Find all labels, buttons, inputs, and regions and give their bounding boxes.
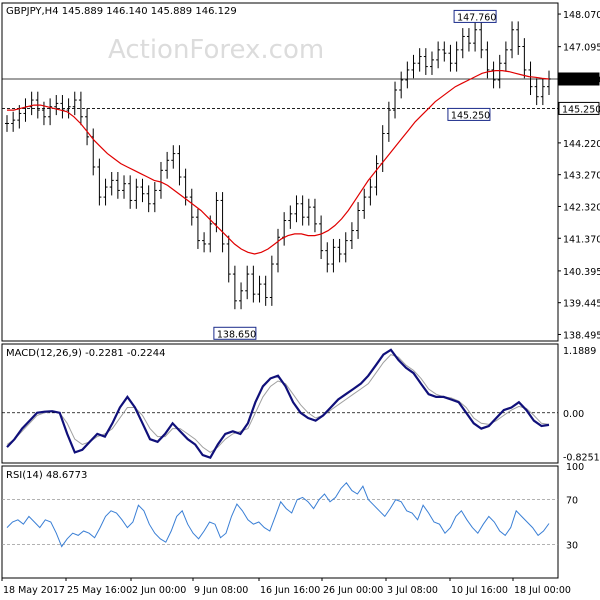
- macd-y-label-1: 0.00: [563, 409, 584, 420]
- annotation-box-1: [447, 107, 491, 121]
- y-tick-label-10: 138.495: [563, 330, 600, 341]
- annotation-label-2: 138.650: [217, 329, 256, 340]
- rsi-title: RSI(14) 48.6773: [6, 470, 87, 481]
- price-box-label-2: 146.129: [562, 75, 600, 86]
- y-tick-label-5: 143.270: [563, 171, 600, 182]
- y-tick-label-7: 141.370: [563, 234, 600, 245]
- macd-y-label-0: 1.1889: [563, 346, 596, 357]
- x-tick-label-3: 9 Jun 08:00: [194, 585, 248, 596]
- panel-frame-rsi: [1, 465, 559, 579]
- macd-line: [6, 348, 550, 460]
- rsi-y-label-0: 100: [566, 462, 584, 473]
- y-tick-label-4: 144.220: [563, 139, 600, 150]
- x-tick-label-2: 2 Jun 00:00: [132, 585, 186, 596]
- annotation-box-0: [453, 9, 497, 23]
- price-box-2: [558, 72, 600, 86]
- x-tick-label-8: 18 Jul 00:00: [514, 585, 571, 596]
- y-tick-label-6: 142.320: [563, 202, 600, 213]
- panel-frame-macd: [1, 343, 559, 464]
- x-tick-label-0: 18 May 2017: [3, 585, 65, 596]
- price-box-3: [558, 101, 600, 115]
- x-tick-label-4: 16 Jun 16:00: [260, 585, 320, 596]
- price-box-label-3: 145.250: [562, 104, 600, 115]
- x-tick-label-1: 25 May 16:00: [67, 585, 132, 596]
- macd-y-label-2: -0.8251: [563, 452, 600, 463]
- panel-frame-main: [1, 2, 559, 342]
- y-tick-label-8: 140.395: [563, 267, 600, 278]
- x-tick-label-5: 26 Jun 00:00: [323, 585, 383, 596]
- moving-average-line: [7, 70, 550, 255]
- x-tick-label-6: 3 Jul 08:00: [387, 585, 438, 596]
- rsi-y-label-1: 70: [566, 496, 578, 507]
- y-tick-label-0: 148.070: [563, 10, 600, 21]
- rsi-y-label-2: 30: [566, 540, 578, 551]
- annotation-label-0: 147.760: [457, 12, 496, 23]
- x-tick-label-7: 10 Jul 16:00: [451, 585, 508, 596]
- y-tick-label-1: 147.095: [563, 43, 600, 54]
- y-tick-label-9: 139.445: [563, 299, 600, 310]
- annotation-label-1: 145.250: [451, 110, 490, 121]
- main-title: GBPJPY,H4 145.889 146.140 145.889 146.12…: [6, 6, 237, 17]
- annotation-box-2: [213, 326, 257, 340]
- macd-title: MACD(12,26,9) -0.2281 -0.2244: [6, 348, 166, 359]
- rsi-line: [6, 482, 550, 548]
- macd-signal-line: [6, 354, 550, 454]
- watermark-text: ActionForex.com: [108, 35, 324, 65]
